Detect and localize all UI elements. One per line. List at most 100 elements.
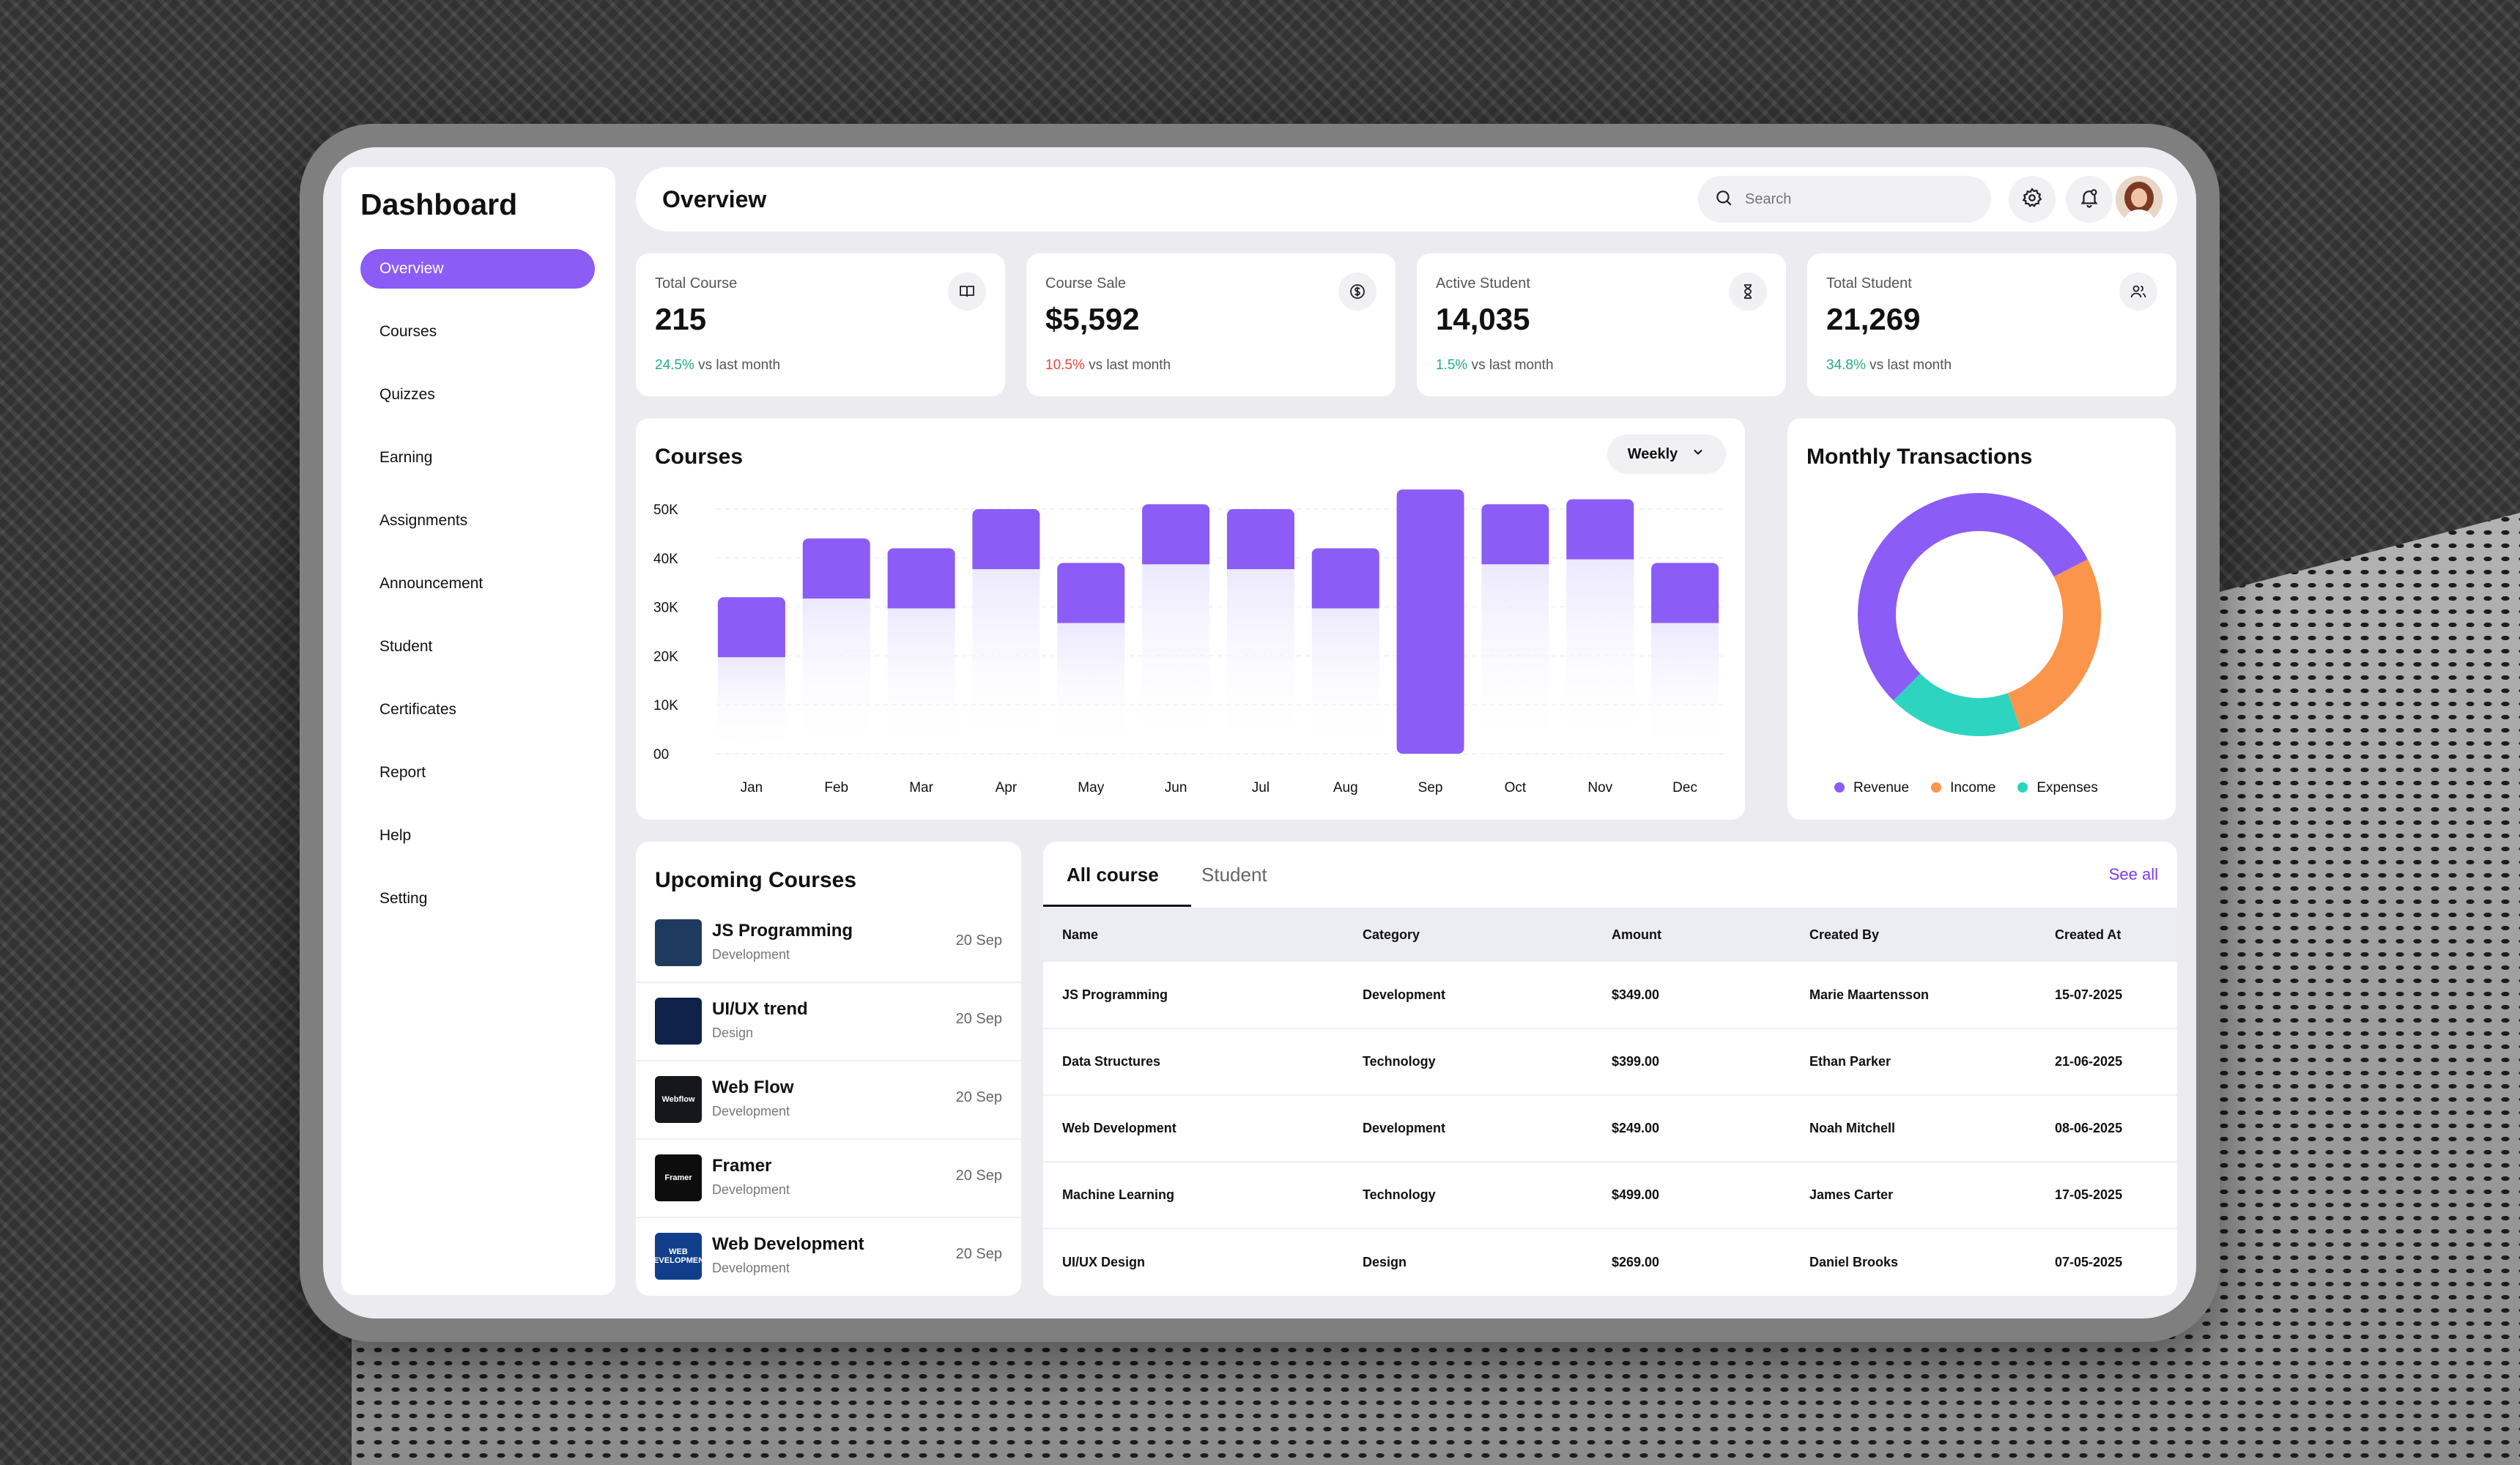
course-date: 20 Sep	[955, 1011, 1002, 1027]
course-category: Design	[712, 1026, 754, 1040]
bar-feb[interactable]	[802, 538, 870, 599]
transactions-title: Monthly Transactions	[1806, 445, 2033, 469]
column-header-name[interactable]: Name	[1062, 927, 1099, 942]
x-tick-label: Jun	[1165, 780, 1187, 795]
course-name: JS Programming	[712, 921, 853, 941]
table-cell-amount: $269.00	[1612, 1254, 1660, 1269]
bar-jan[interactable]	[717, 597, 785, 658]
bar-jun[interactable]	[1142, 504, 1210, 565]
upcoming-item[interactable]: JS Programming Development 20 Sep	[636, 905, 1021, 983]
see-all-link[interactable]: See all	[2108, 865, 2158, 883]
sidebar-nav: Overview Courses Quizzes Earning Assignments…	[360, 249, 595, 942]
table-row[interactable]: UI/UX Design Design $269.00 Daniel Brooks 07…	[1043, 1228, 2177, 1295]
sidebar-item-earning[interactable]: Earning	[379, 449, 433, 466]
table-cell-name: UI/UX Design	[1062, 1254, 1146, 1269]
course-date: 20 Sep	[955, 1246, 1002, 1262]
sidebar-item-courses[interactable]: Courses	[379, 323, 437, 340]
sidebar-item-setting[interactable]: Setting	[379, 890, 428, 907]
x-tick-label: Sep	[1418, 780, 1443, 795]
bar-apr[interactable]	[972, 509, 1040, 569]
bar-dec[interactable]	[1651, 563, 1719, 623]
upcoming-item[interactable]: WEB DEVELOPMENT Web Development Developmen…	[636, 1218, 1021, 1297]
upcoming-item[interactable]: Webflow Web Flow Development 20 Sep	[636, 1061, 1021, 1140]
sidebar-title: Dashboard	[360, 188, 518, 221]
x-tick-label: May	[1078, 780, 1104, 795]
sidebar: Dashboard Overview Courses Quizzes Earning A…	[341, 167, 615, 1295]
page-title: Overview	[662, 186, 767, 212]
upcoming-item[interactable]: Framer Framer Development 20 Sep	[636, 1140, 1021, 1218]
column-header-category[interactable]: Category	[1363, 927, 1420, 942]
sidebar-item-certificates[interactable]: Certificates	[379, 701, 457, 718]
bar-sep[interactable]	[1396, 489, 1464, 754]
courses-chart-title: Courses	[655, 445, 744, 469]
search-input[interactable]	[1745, 190, 1965, 208]
y-tick-label: 20K	[653, 649, 678, 664]
table-cell-created-at: 07-05-2025	[2055, 1254, 2123, 1269]
top-header: Overview	[636, 167, 2177, 231]
sidebar-item-student[interactable]: Student	[379, 638, 433, 655]
donut-legend: Revenue Income Expenses	[1834, 780, 2098, 796]
stat-label: Active Student	[1436, 275, 1530, 292]
x-tick-label: Aug	[1333, 780, 1358, 795]
bar-shadow-jan	[717, 657, 785, 754]
thumbnail-text: Framer	[664, 1173, 692, 1182]
x-tick-label: Feb	[824, 780, 848, 795]
notifications-button[interactable]	[2066, 176, 2113, 223]
bar-mar[interactable]	[887, 548, 955, 609]
range-dropdown[interactable]: Weekly	[1607, 434, 1726, 474]
upcoming-title: Upcoming Courses	[655, 868, 857, 892]
y-tick-label: 50K	[653, 502, 678, 518]
stat-change: 10.5%	[1045, 357, 1085, 373]
tab-student[interactable]: Student	[1201, 864, 1267, 886]
bar-jul[interactable]	[1226, 509, 1294, 569]
legend-label: Income	[1950, 780, 1996, 795]
table-row[interactable]: Machine Learning Technology $499.00 James C…	[1043, 1162, 2177, 1228]
table-row[interactable]: Web Development Development $249.00 Noah Mi…	[1043, 1095, 2177, 1162]
table-cell-category: Development	[1363, 1121, 1446, 1135]
stat-change-suffix: vs last month	[1865, 357, 1952, 373]
bar-nov[interactable]	[1566, 499, 1634, 560]
dashboard-screen: Dashboard Overview Courses Quizzes Earning A…	[323, 147, 2196, 1318]
sidebar-item-report[interactable]: Report	[379, 764, 426, 781]
column-header-created-by[interactable]: Created By	[1809, 927, 1880, 942]
bar-shadow-oct	[1481, 564, 1549, 754]
table-cell-created-at: 15-07-2025	[2055, 987, 2123, 1002]
settings-button[interactable]	[2009, 176, 2056, 223]
column-header-created-at[interactable]: Created At	[2055, 927, 2121, 942]
table-cell-created-by: Marie Maartensson	[1809, 987, 1930, 1002]
table-cell-created-by: James Carter	[1809, 1187, 1894, 1202]
sidebar-item-announcement[interactable]: Announcement	[379, 575, 483, 592]
sidebar-item-quizzes[interactable]: Quizzes	[379, 386, 435, 403]
table-cell-created-at: 08-06-2025	[2055, 1121, 2123, 1135]
table-row[interactable]: Data Structures Technology $399.00 Ethan Pa…	[1043, 1028, 2177, 1095]
table-cell-created-at: 21-06-2025	[2055, 1054, 2123, 1069]
bar-oct[interactable]	[1481, 504, 1549, 565]
sidebar-item-overview[interactable]: Overview	[360, 249, 595, 289]
donut-slice-revenue[interactable]	[1858, 493, 2088, 701]
table-cell-created-by: Daniel Brooks	[1809, 1254, 1899, 1269]
legend-item-revenue: Revenue	[1834, 780, 1909, 796]
donut-slice-expenses[interactable]	[1893, 673, 2021, 736]
table-cell-category: Design	[1363, 1254, 1407, 1269]
users-icon	[2119, 272, 2157, 311]
upcoming-item[interactable]: UI/UX trend Design 20 Sep	[636, 983, 1021, 1061]
bar-aug[interactable]	[1311, 548, 1379, 609]
search-bar[interactable]	[1698, 176, 1991, 223]
donut-slice-income[interactable]	[2006, 559, 2101, 730]
x-tick-label: Jul	[1252, 780, 1270, 795]
upcoming-courses-card: Upcoming Courses JS Programming Developme…	[636, 842, 1021, 1296]
table-cell-amount: $399.00	[1612, 1054, 1660, 1069]
table-row[interactable]: JS Programming Development $349.00 Marie Ma…	[1043, 962, 2177, 1028]
tab-all-course[interactable]: All course	[1043, 864, 1191, 907]
course-date: 20 Sep	[955, 932, 1002, 949]
user-avatar[interactable]	[2116, 176, 2163, 223]
stat-trend: 1.5% vs last month	[1436, 357, 1554, 374]
bar-may[interactable]	[1057, 563, 1125, 623]
column-header-amount[interactable]: Amount	[1612, 927, 1661, 942]
sidebar-item-assignments[interactable]: Assignments	[379, 512, 468, 529]
course-name: Web Flow	[712, 1078, 794, 1097]
stat-change: 34.8%	[1826, 357, 1866, 373]
sidebar-item-help[interactable]: Help	[379, 827, 412, 844]
course-name: Web Development	[712, 1234, 864, 1254]
stat-change: 1.5%	[1436, 357, 1468, 373]
